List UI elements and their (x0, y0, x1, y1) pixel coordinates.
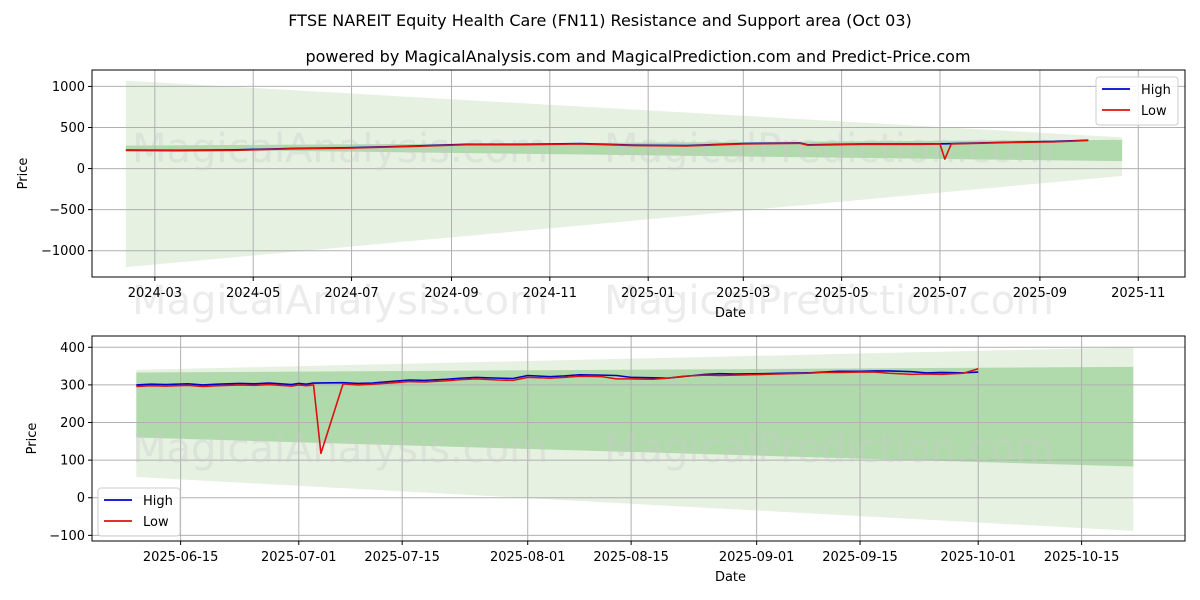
x-tick-label: 2025-09-15 (822, 550, 898, 565)
y-axis-label: Price (25, 423, 40, 455)
x-tick-label: 2025-08-15 (593, 550, 669, 565)
watermark-left: MagicalAnalysis.com (132, 126, 548, 172)
y-axis-label: Price (16, 158, 31, 190)
plot-area: MagicalAnalysis.com MagicalPrediction.com (92, 70, 1185, 277)
x-tick-label: 2025-09-01 (719, 550, 795, 565)
series-line-low (125, 139, 1089, 160)
y-tick-label: 400 (60, 341, 85, 356)
axes-frame (91, 335, 1186, 542)
legend-label-high: High (143, 494, 173, 509)
x-tick-label: 2025-01 (621, 286, 675, 301)
chart-title: FTSE NAREIT Equity Health Care (FN11) Re… (288, 11, 912, 30)
y-tick-label: 1000 (52, 80, 85, 95)
y-tick-label: 100 (60, 454, 85, 469)
x-tick-label: 2025-03 (716, 286, 770, 301)
top-chart-panel: MagicalAnalysis.com MagicalPrediction.com… (16, 69, 1186, 324)
x-tick-label: 2025-11 (1111, 286, 1165, 301)
watermark-right: MagicalPrediction.com (604, 278, 1054, 324)
y-tick-label: 500 (60, 121, 85, 136)
band-dark (136, 366, 1134, 467)
bottom-chart-panel: MagicalAnalysis.com MagicalPrediction.com… (25, 335, 1186, 585)
x-tick-label: 2024-07 (324, 286, 378, 301)
legend-label-high: High (1141, 83, 1171, 98)
band-light (125, 80, 1123, 268)
x-tick-label: 2025-08-01 (490, 550, 566, 565)
y-tick-label: 200 (60, 416, 85, 431)
y-tick-label: 0 (77, 162, 85, 177)
watermark-left: MagicalAnalysis.com (132, 426, 548, 472)
legend: High Low (97, 487, 181, 537)
legend-label-low: Low (1141, 104, 1167, 119)
legend-label-low: Low (143, 515, 169, 530)
x-tick-label: 2024-03 (128, 286, 182, 301)
x-tick-label: 2024-05 (226, 286, 280, 301)
x-axis-label: Date (715, 306, 746, 321)
x-tick-label: 2025-10-01 (940, 550, 1016, 565)
plot-area: MagicalAnalysis.com MagicalPrediction.com (92, 336, 1185, 541)
x-axis-label: Date (715, 570, 746, 585)
x-tick-label: 2024-09 (424, 286, 478, 301)
x-tick-label: 2025-07 (913, 286, 967, 301)
y-tick-label: 0 (77, 491, 85, 506)
x-tick-label: 2025-09 (1013, 286, 1067, 301)
series-line-high (136, 370, 979, 386)
legend: High Low (1095, 76, 1179, 126)
axes-frame (91, 69, 1186, 278)
x-tick-label: 2024-11 (523, 286, 577, 301)
y-tick-label: −500 (49, 203, 85, 218)
chart-subtitle: powered by MagicalAnalysis.com and Magic… (305, 47, 970, 66)
x-tick-label: 2025-05 (814, 286, 868, 301)
x-tick-label: 2025-10-15 (1044, 550, 1120, 565)
watermark-right: MagicalPrediction.com (604, 126, 1054, 172)
watermark-right: MagicalPrediction.com (604, 426, 1054, 472)
y-tick-label: −100 (49, 529, 85, 544)
watermark-left: MagicalAnalysis.com (132, 278, 548, 324)
y-tick-label: 300 (60, 378, 85, 393)
band-dark (125, 139, 1123, 162)
x-tick-label: 2025-06-15 (143, 550, 219, 565)
x-tick-label: 2025-07-01 (261, 550, 337, 565)
y-tick-label: −1000 (41, 244, 85, 259)
x-tick-label: 2025-07-15 (364, 550, 440, 565)
series-line-low (136, 367, 979, 455)
